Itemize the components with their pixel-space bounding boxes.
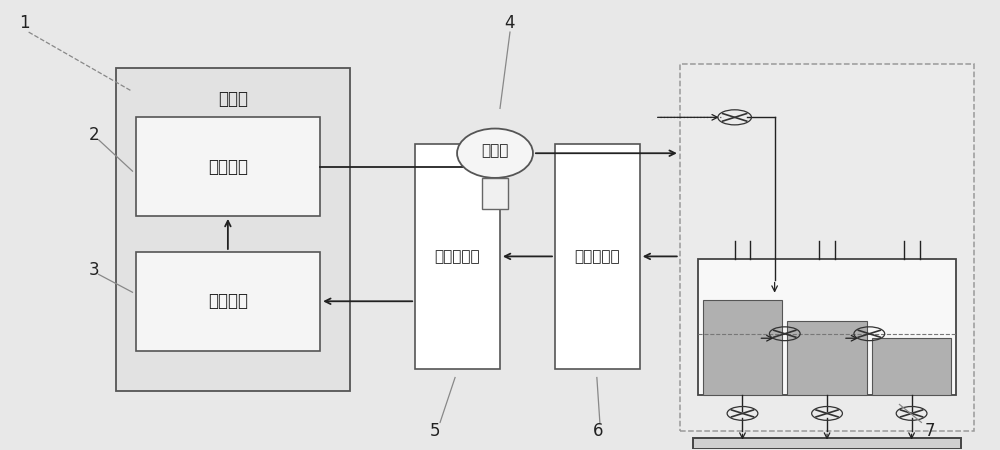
Text: 液压传感器: 液压传感器: [575, 249, 620, 264]
Ellipse shape: [457, 129, 533, 178]
FancyBboxPatch shape: [555, 144, 640, 369]
Text: 7: 7: [924, 423, 935, 441]
Text: 控制信号: 控制信号: [208, 158, 248, 176]
FancyBboxPatch shape: [482, 178, 508, 209]
FancyBboxPatch shape: [116, 68, 350, 391]
Text: 1: 1: [19, 14, 29, 32]
Text: 6: 6: [593, 423, 603, 441]
Text: 数据采集卡: 数据采集卡: [435, 249, 480, 264]
Text: 比例阀: 比例阀: [481, 144, 509, 158]
FancyBboxPatch shape: [136, 252, 320, 351]
Text: 滑模控制: 滑模控制: [208, 292, 248, 310]
FancyBboxPatch shape: [680, 63, 974, 432]
Text: 3: 3: [89, 261, 99, 279]
FancyBboxPatch shape: [872, 338, 951, 396]
FancyBboxPatch shape: [693, 438, 961, 449]
Text: 2: 2: [89, 126, 99, 144]
FancyBboxPatch shape: [136, 117, 320, 216]
Text: 4: 4: [505, 14, 515, 32]
FancyBboxPatch shape: [415, 144, 500, 369]
FancyBboxPatch shape: [703, 300, 782, 396]
FancyBboxPatch shape: [698, 259, 956, 396]
Text: 计算机: 计算机: [218, 90, 248, 108]
FancyBboxPatch shape: [787, 320, 867, 396]
Text: 5: 5: [430, 423, 440, 441]
